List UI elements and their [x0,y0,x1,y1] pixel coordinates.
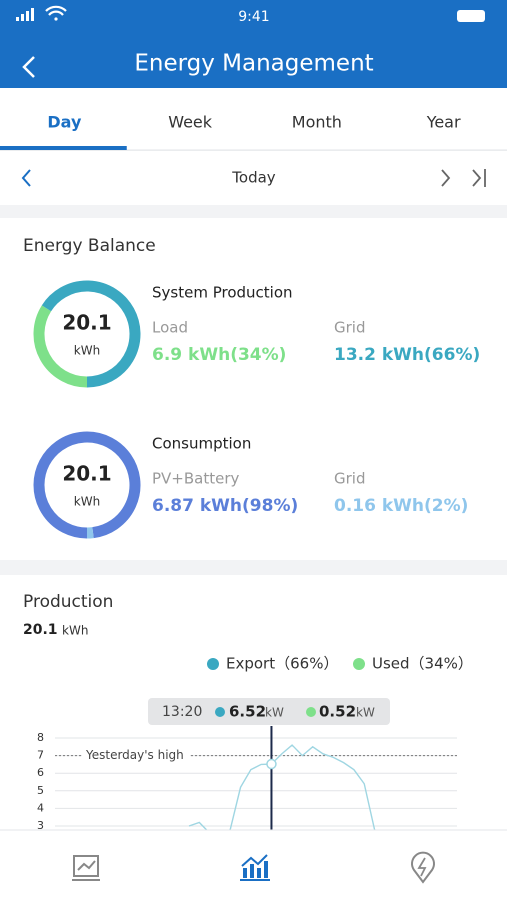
date-nav [0,151,507,205]
statistics-tab[interactable] [240,854,270,881]
y-tick-label: 4 [37,801,44,814]
y-tick-label: 3 [37,819,44,832]
y-tick-label: 8 [37,731,44,744]
item-name: PV+Battery [152,470,240,488]
production-total: 20.1 [23,622,58,638]
donut-total: 20.1 [62,311,111,335]
item-name: Grid [334,319,365,337]
y-tick-label: 5 [37,784,44,797]
device-tab[interactable] [411,851,435,884]
battery-icon [457,10,485,22]
tooltip-export: 6.52 [229,703,266,721]
last-day[interactable] [472,169,486,187]
cursor-point [266,758,277,770]
item-value: 13.2 kWh(66%) [334,345,480,365]
item-name: Load [152,319,188,337]
donut-total: 20.1 [62,462,111,486]
item-value: 6.9 kWh(34%) [152,345,286,365]
reference-label-bg [82,746,190,765]
tab[interactable]: Day [47,113,82,132]
y-tick-label: 6 [37,766,44,779]
signal-icon [16,8,34,21]
legend-label: Used（34%） [372,655,473,673]
status-time: 9:41 [238,9,269,25]
next-day[interactable] [441,169,451,187]
legend-label: Export（66%） [226,655,338,673]
app-bar [0,0,507,88]
legend-dot [207,658,219,670]
overview-tab[interactable] [72,855,100,881]
tab-strip [0,88,507,150]
donut-unit: kWh [74,495,100,509]
tab[interactable]: Month [292,113,342,132]
tooltip-dot [306,707,316,717]
donut-segment [33,431,141,539]
production-unit: kWh [62,624,88,638]
date-label: Today [231,169,276,187]
item-value: 6.87 kWh(98%) [152,496,298,516]
row-title: System Production [152,284,293,302]
screen-title: Energy Management [134,51,373,77]
row-title: Consumption [152,435,251,453]
tooltip-dot [215,707,225,717]
wifi-icon [45,5,67,21]
item-value: 0.16 kWh(2%) [334,496,468,516]
tab[interactable]: Week [168,113,213,132]
donut-segment [41,280,141,388]
energy-balance-card [0,218,507,560]
y-tick-label: 7 [37,749,44,762]
card-title: Energy Balance [23,236,156,256]
back-button[interactable] [22,56,35,78]
tooltip-used: 0.52 [319,703,356,721]
tooltip-unit: kW [265,706,284,720]
legend-dot [353,658,365,670]
reference-label: Yesterday's high [85,748,184,762]
tab-indicator [0,146,127,150]
tooltip [148,698,390,725]
card-title: Production [23,592,113,612]
tooltip-unit: kW [356,706,375,720]
donut-segment [33,305,88,388]
tab[interactable]: Year [426,113,461,132]
tooltip-time: 13:20 [162,704,202,720]
item-name: Grid [334,470,365,488]
donut-unit: kWh [74,344,100,358]
prev-day[interactable] [21,169,31,187]
